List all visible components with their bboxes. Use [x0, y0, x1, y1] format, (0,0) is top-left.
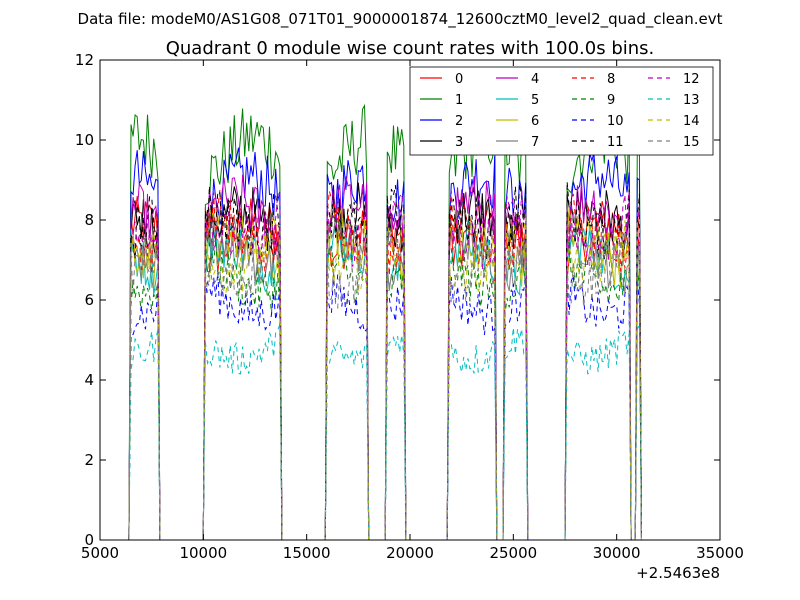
- x-tick-label: 5000: [81, 544, 119, 562]
- plot-series: [128, 103, 642, 541]
- legend-label-13: 13: [683, 93, 700, 108]
- x-tick-label: 30000: [593, 544, 641, 562]
- series-line-15: [128, 230, 642, 541]
- legend-label-14: 14: [683, 114, 700, 129]
- legend-label-12: 12: [683, 72, 700, 87]
- series-line-11: [128, 181, 642, 541]
- y-tick-label: 4: [84, 371, 94, 389]
- legend-label-11: 11: [607, 135, 624, 150]
- chart-title: Quadrant 0 module wise count rates with …: [166, 38, 655, 59]
- chart-suptitle: Data file: modeM0/AS1G08_071T01_90000018…: [78, 10, 723, 29]
- legend-label-7: 7: [531, 135, 539, 150]
- legend-label-3: 3: [455, 135, 463, 150]
- legend-label-15: 15: [683, 135, 700, 150]
- x-tick-label: 35000: [696, 544, 744, 562]
- legend-label-10: 10: [607, 114, 624, 129]
- x-tick-label: 10000: [179, 544, 227, 562]
- series-line-13: [128, 324, 642, 541]
- legend-label-8: 8: [607, 72, 615, 87]
- y-tick-label: 0: [84, 531, 94, 549]
- x-tick-label: 15000: [283, 544, 331, 562]
- y-tick-label: 2: [84, 451, 94, 469]
- series-line-12: [128, 189, 642, 541]
- legend-frame: [409, 66, 714, 156]
- legend-label-2: 2: [455, 114, 463, 129]
- y-tick-label: 8: [84, 211, 94, 229]
- x-offset-label: +2.5463e8: [636, 564, 720, 582]
- x-tick-label: 20000: [386, 544, 434, 562]
- legend-label-1: 1: [455, 93, 463, 108]
- x-axis: 5000 10000 15000 20000 25000 30000 35000: [81, 60, 744, 562]
- x-tick-label: 25000: [489, 544, 537, 562]
- series-line-10: [128, 272, 642, 541]
- y-tick-label: 10: [75, 131, 94, 149]
- legend-label-4: 4: [531, 72, 539, 87]
- series-line-14: [128, 213, 642, 541]
- series-line-9: [128, 238, 642, 541]
- legend-label-6: 6: [531, 114, 539, 129]
- legend-label-9: 9: [607, 93, 615, 108]
- legend-label-0: 0: [455, 72, 463, 87]
- legend-label-5: 5: [531, 93, 539, 108]
- y-tick-label: 6: [84, 291, 94, 309]
- y-tick-label: 12: [75, 51, 94, 69]
- series-line-2: [128, 147, 642, 541]
- series-line-4: [128, 174, 642, 541]
